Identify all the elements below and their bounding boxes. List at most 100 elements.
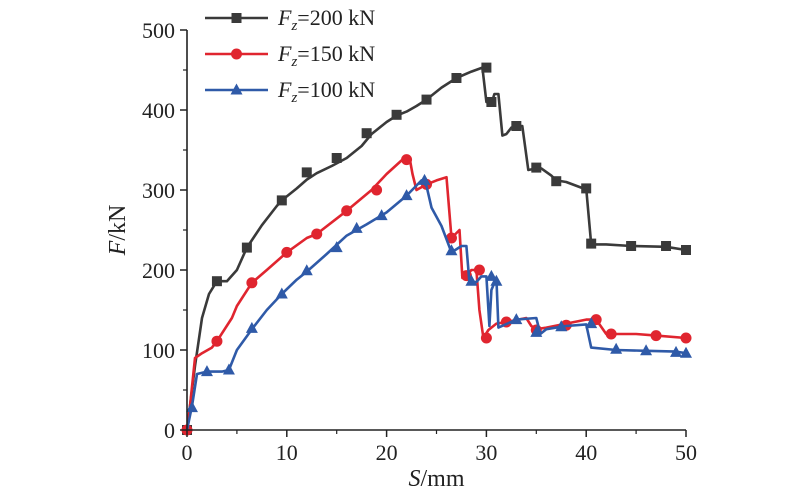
x-axis-label: S/mm — [408, 466, 464, 492]
y-tick-label: 500 — [142, 18, 175, 43]
legend-label: Fz=100 kN — [277, 77, 375, 106]
data-point — [401, 154, 413, 166]
y-tick-label: 300 — [142, 178, 175, 203]
x-axis-label-variable: S — [408, 466, 420, 492]
data-point — [650, 330, 662, 342]
data-point — [281, 246, 293, 258]
data-point — [276, 195, 287, 206]
series-1 — [181, 154, 692, 436]
data-point — [610, 342, 623, 354]
series-line — [185, 156, 687, 431]
data-point — [341, 205, 353, 217]
legend-item: Fz=100 kN — [205, 77, 375, 106]
data-point — [473, 264, 485, 276]
legend-item: Fz=200 kN — [205, 5, 375, 34]
y-tick-label: 0 — [164, 418, 175, 443]
legend-label: Fz=200 kN — [277, 5, 375, 34]
data-point — [555, 320, 568, 332]
data-point — [222, 363, 235, 375]
legend-label: Fz=150 kN — [277, 41, 375, 70]
data-point — [530, 325, 543, 337]
data-point — [670, 345, 683, 357]
data-point — [246, 277, 258, 289]
data-point — [511, 121, 522, 131]
data-point — [301, 167, 312, 178]
data-point — [551, 176, 562, 187]
data-point — [445, 232, 457, 244]
x-tick-label: 0 — [182, 440, 193, 465]
legend-label-variable: F — [277, 77, 292, 102]
legend-label-value: =150 kN — [297, 41, 375, 66]
data-point — [350, 221, 363, 233]
y-axis-label: F/kN — [105, 205, 131, 257]
data-point — [445, 244, 458, 256]
data-point — [626, 241, 637, 251]
data-point — [375, 209, 388, 221]
data-point — [481, 62, 492, 73]
x-tick-label: 50 — [675, 440, 697, 465]
data-point — [245, 321, 258, 333]
legend-marker — [231, 48, 242, 60]
legend-label-value: =200 kN — [297, 5, 375, 30]
series-layer — [181, 62, 692, 436]
x-axis-label-unit: /mm — [420, 466, 464, 492]
legend-label-variable: F — [277, 41, 292, 66]
legend-label-variable: F — [277, 5, 292, 30]
y-tick-label: 200 — [142, 258, 175, 283]
data-point — [300, 264, 313, 276]
data-point — [371, 184, 383, 196]
data-point — [486, 97, 497, 107]
legend-label-subscript: z — [290, 54, 297, 70]
data-point — [451, 73, 462, 83]
data-point — [680, 346, 692, 358]
y-tick-label: 100 — [142, 338, 175, 363]
series-0 — [182, 62, 691, 435]
data-point — [185, 401, 198, 413]
data-point — [391, 109, 402, 120]
data-point — [211, 335, 223, 347]
series-line — [185, 66, 687, 431]
data-point — [510, 313, 523, 325]
series-2 — [185, 173, 692, 431]
series-line — [185, 179, 687, 431]
data-point — [418, 173, 431, 185]
data-point — [681, 245, 691, 255]
data-point — [200, 365, 213, 377]
legend-item: Fz=150 kN — [205, 41, 375, 70]
data-point — [361, 128, 372, 139]
data-point — [581, 183, 592, 194]
data-point — [275, 287, 288, 299]
legend-marker — [230, 83, 243, 95]
data-point — [661, 241, 672, 251]
legend-label-value: =100 kN — [297, 77, 375, 102]
data-point — [331, 153, 342, 163]
data-point — [480, 332, 492, 344]
legend-marker — [231, 13, 242, 23]
data-point — [421, 94, 432, 105]
data-point — [586, 238, 597, 249]
data-point — [311, 228, 323, 240]
x-tick-label: 10 — [276, 440, 298, 465]
legend-label-subscript: z — [290, 18, 297, 34]
data-point — [680, 332, 692, 344]
y-tick-label: 400 — [142, 98, 175, 123]
data-point — [531, 162, 542, 173]
data-point — [490, 274, 503, 286]
data-point — [485, 269, 498, 281]
data-point — [605, 328, 617, 340]
x-tick-label: 20 — [376, 440, 398, 465]
y-axis-label-unit: /kN — [105, 205, 131, 241]
data-point — [640, 344, 653, 356]
x-tick-label: 30 — [475, 440, 497, 465]
legend-label-subscript: z — [290, 90, 297, 106]
data-point — [241, 242, 252, 253]
y-axis-label-variable: F — [105, 240, 131, 256]
data-point — [211, 276, 222, 287]
data-point — [330, 241, 343, 253]
data-point — [585, 317, 598, 329]
x-tick-label: 40 — [575, 440, 597, 465]
data-point — [465, 274, 478, 286]
